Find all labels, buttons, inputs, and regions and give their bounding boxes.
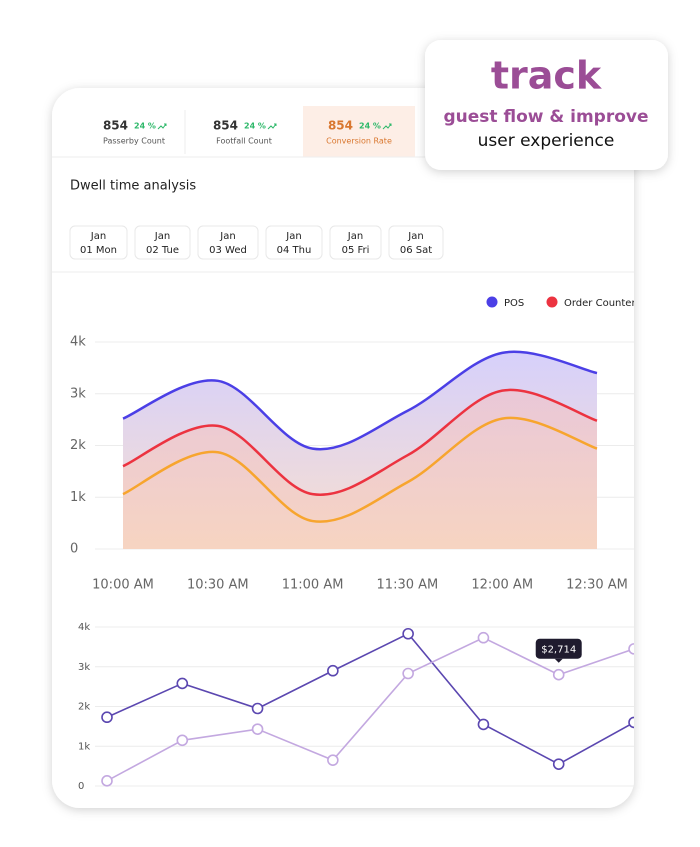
stat-label: Footfall Count (216, 137, 272, 146)
tooltip-label: $2,714 (541, 645, 576, 656)
point (251, 702, 264, 715)
date-day: 02 Tue (146, 245, 179, 256)
point (477, 718, 490, 731)
line (106, 632, 634, 766)
y-tick-label: 4k (70, 335, 86, 350)
point (327, 664, 339, 677)
x-tick-label: 10:30 AM (187, 578, 249, 593)
date-day: 06 Sat (400, 245, 432, 256)
callout-title: track (491, 54, 602, 98)
line (122, 416, 598, 523)
date-day: 05 Fri (342, 245, 370, 256)
y-tick-label: 4k (78, 622, 90, 633)
stat-value: 854 (103, 119, 128, 133)
date-month: Jan (219, 231, 235, 242)
line (106, 636, 634, 782)
trend-icon (157, 123, 167, 130)
line (122, 350, 598, 451)
stat-change: 24 % (359, 122, 381, 131)
point (101, 711, 113, 724)
date-month: Jan (154, 231, 170, 242)
y-tick-label: 3k (70, 386, 86, 401)
date-month: Jan (407, 231, 423, 242)
point (176, 734, 189, 747)
y-tick-label: 3k (78, 662, 90, 673)
date-chip[interactable] (265, 225, 323, 260)
legend-swatch (546, 296, 558, 308)
section-title: Dwell time analysis (70, 179, 196, 194)
date-month: Jan (285, 231, 301, 242)
callout (425, 40, 668, 170)
date-day: 04 Thu (277, 245, 312, 256)
point (628, 716, 634, 729)
point (251, 723, 264, 735)
date-month: Jan (90, 231, 106, 242)
point (402, 667, 414, 680)
x-tick-label: 12:00 AM (471, 578, 533, 593)
y-tick-label: 2k (70, 438, 86, 453)
date-chip[interactable] (388, 225, 444, 260)
x-tick-label: 12:30 AM (566, 578, 628, 593)
y-tick-label: 1k (70, 490, 86, 505)
x-tick-label: 10:00 AM (92, 578, 154, 593)
x-tick-label: 11:30 AM (377, 578, 439, 593)
stat-change: 24 % (134, 122, 156, 131)
active-tab-bg (303, 106, 415, 157)
tooltip-pointer (554, 658, 563, 663)
trend-icon (382, 123, 392, 130)
trend-icon (267, 123, 277, 130)
tooltip (535, 638, 582, 659)
stat-label: Conversion Rate (326, 137, 392, 146)
date-day: 01 Mon (80, 245, 117, 256)
point (552, 758, 565, 770)
point (477, 631, 490, 644)
point (552, 668, 565, 681)
point (101, 775, 113, 787)
y-tick-label: 1k (78, 741, 90, 752)
callout-line: user experience (478, 131, 615, 151)
line (122, 388, 598, 496)
point (402, 627, 414, 640)
stat-value: 854 (213, 119, 238, 133)
y-tick-label: 2k (78, 702, 90, 713)
date-chip[interactable] (69, 225, 128, 260)
date-chip[interactable] (134, 225, 191, 260)
date-chip[interactable] (329, 225, 382, 260)
y-tick-label: 0 (78, 781, 84, 792)
legend-swatch (486, 296, 498, 308)
point (628, 643, 634, 655)
date-day: 03 Wed (209, 245, 247, 256)
stat-label: Passerby Count (103, 137, 165, 146)
card-content: Dwell time analysis 854 24 % Passerby Coun… (52, 106, 636, 792)
stat-value: 854 (328, 119, 353, 133)
x-tick-label: 11:00 AM (282, 578, 344, 593)
date-month: Jan (347, 231, 363, 242)
date-chip[interactable] (197, 225, 259, 260)
point (327, 754, 339, 766)
legend-label: Order Counter (564, 298, 636, 309)
legend-label: POS (504, 298, 524, 309)
y-tick-label: 0 (70, 542, 78, 557)
stat-change: 24 % (244, 122, 266, 131)
point (176, 677, 189, 690)
callout-line: guest flow & improve (444, 107, 649, 127)
